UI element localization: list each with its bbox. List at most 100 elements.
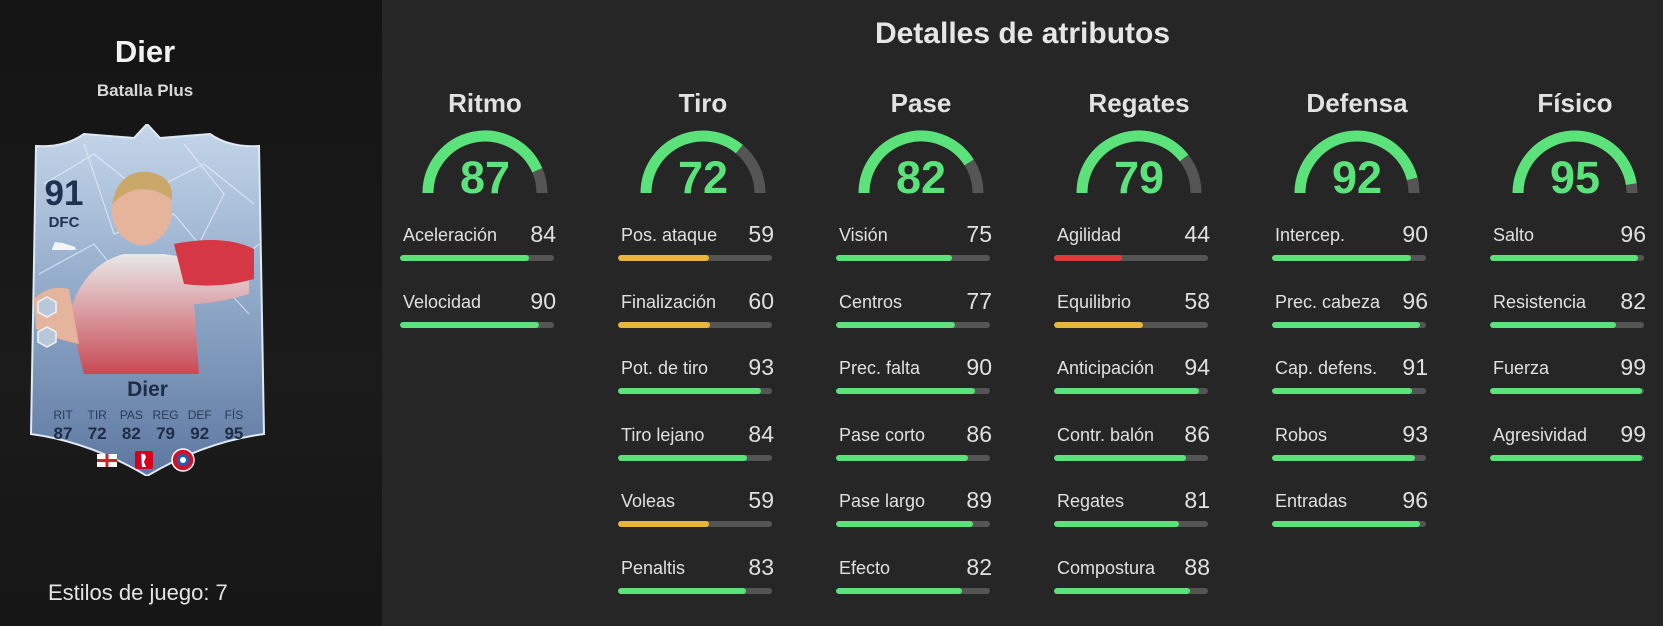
stat-value: 93: [748, 354, 774, 380]
stat-bar-fill: [836, 454, 969, 461]
gauge-track: [532, 168, 548, 194]
category-gauge: 87: [420, 128, 550, 203]
card-version: Batalla Plus: [96, 81, 194, 100]
stat-name: Velocidad: [403, 291, 482, 312]
player-card[interactable]: 91 DFC Dier RIT TIR PAS REG DEF FÍS 87 7…: [24, 124, 271, 476]
league-logo-icon: [135, 451, 153, 469]
stat-bar: [618, 388, 772, 394]
stat-bar: [1490, 454, 1644, 461]
stat-value: 59: [748, 221, 774, 247]
gauge-track: [735, 144, 766, 194]
stat-name: Robos: [1275, 424, 1328, 445]
category-gauge: 95: [1510, 128, 1640, 203]
stat-bar: [1272, 388, 1426, 394]
stat-row: Efecto 82: [836, 550, 1006, 617]
stat-name: Pot. de tiro: [621, 358, 709, 378]
stat-bar-fill: [618, 388, 762, 394]
stat-list: Intercep. 90 Prec. cabeza 96 Cap. defens. 91 R…: [1272, 217, 1442, 550]
stat-row: Regates 81: [1054, 483, 1224, 550]
stat-row: Pase largo 89: [836, 483, 1006, 550]
stat-row: Resistencia 82: [1490, 284, 1660, 351]
gauge-track: [964, 159, 984, 194]
stat-bar: [836, 521, 990, 527]
stat-bar-fill: [1054, 454, 1187, 461]
stat-list: Visión 75 Centros 77 Prec. falta 90 Pase corto…: [836, 217, 1006, 616]
gauge-fill: [640, 130, 743, 194]
playstyles-count: Estilos de juego: 7: [48, 580, 228, 605]
stat-name: Tiro lejano: [621, 424, 705, 445]
stat-value: 91: [1402, 354, 1428, 380]
stat-row: Voleas 59: [618, 483, 788, 550]
stat-row: Anticipación 94: [1054, 350, 1224, 417]
stat-bar-fill: [618, 587, 746, 594]
card-stat-values: 87 72 82 79 92 95: [46, 424, 251, 444]
stat-bar-fill: [836, 587, 963, 594]
card-stat-label: RIT: [53, 408, 73, 422]
stat-bar-fill: [1054, 321, 1144, 328]
stat-name: Resistencia: [1493, 291, 1587, 312]
stat-value: 58: [1184, 287, 1210, 314]
card-stat-value: 79: [156, 424, 176, 443]
card-rating: 91: [44, 174, 84, 213]
stat-bar: [836, 388, 990, 394]
stat-bar-fill: [400, 321, 539, 328]
stat-bar-fill: [1272, 321, 1420, 328]
stat-row: Centros 77: [836, 284, 1006, 351]
stat-name: Anticipación: [1057, 358, 1155, 378]
stat-row: Contr. balón 86: [1054, 417, 1224, 484]
stat-row: Fuerza 99: [1490, 350, 1660, 417]
stat-value: 96: [1402, 287, 1428, 314]
stat-value: 86: [966, 420, 992, 447]
stat-value: 86: [1184, 420, 1210, 447]
stat-bar-fill: [836, 521, 974, 527]
stat-name: Agilidad: [1057, 225, 1122, 245]
card-stat-value: 92: [190, 424, 210, 443]
stat-value: 99: [1620, 420, 1646, 447]
card-stat-value: 72: [87, 424, 107, 443]
stat-row: Intercep. 90: [1272, 217, 1442, 284]
stat-bar-fill: [1054, 255, 1122, 261]
stat-value: 60: [748, 287, 774, 314]
stat-bar-fill: [1054, 388, 1199, 394]
stat-name: Pos. ataque: [621, 225, 718, 245]
stat-row: Robos 93: [1272, 417, 1442, 484]
stat-bar: [618, 454, 772, 461]
gauge-fill: [1512, 130, 1637, 194]
stat-row: Agilidad 44: [1054, 217, 1224, 284]
category-title: Tiro: [678, 88, 728, 118]
stat-value: 89: [966, 487, 992, 513]
stat-bar: [618, 255, 772, 261]
card-stat-label: PAS: [119, 408, 143, 422]
stat-row: Finalización 60: [618, 284, 788, 351]
stat-bar-fill: [1272, 521, 1420, 527]
card-player-name: Dier: [127, 378, 168, 401]
player-panel: Dier Batalla Plus: [0, 0, 382, 626]
stat-bar: [836, 255, 990, 261]
stat-row: Aceleración 84: [400, 217, 570, 284]
stat-bar-fill: [1054, 587, 1190, 594]
stat-name: Agresividad: [1493, 424, 1588, 445]
stat-name: Contr. balón: [1057, 424, 1155, 445]
stat-bar: [1272, 255, 1426, 261]
attribute-column: Tiro 72 Pos. ataque 59 Finalización 60 Pot. de…: [618, 88, 788, 616]
category-value: 87: [459, 152, 511, 203]
stat-value: 84: [748, 420, 774, 447]
stat-value: 99: [1620, 354, 1646, 380]
page-title: Detalles de atributos: [874, 17, 1171, 50]
category-value: 82: [895, 152, 947, 203]
card-stat-label: FÍS: [224, 408, 244, 422]
stat-bar: [1272, 454, 1426, 461]
stat-row: Entradas 96: [1272, 483, 1442, 550]
category-title: Regates: [1088, 88, 1190, 118]
stat-value: 96: [1620, 221, 1646, 247]
stat-value: 93: [1402, 420, 1428, 447]
stat-bar: [618, 521, 772, 527]
stat-row: Salto 96: [1490, 217, 1660, 284]
stat-value: 59: [748, 487, 774, 513]
stat-name: Regates: [1057, 491, 1125, 511]
stat-bar: [1490, 388, 1644, 394]
stat-bar: [1054, 454, 1208, 461]
stat-bar: [1054, 521, 1208, 527]
card-position: DFC: [48, 214, 80, 231]
stat-row: Pase corto 86: [836, 417, 1006, 484]
